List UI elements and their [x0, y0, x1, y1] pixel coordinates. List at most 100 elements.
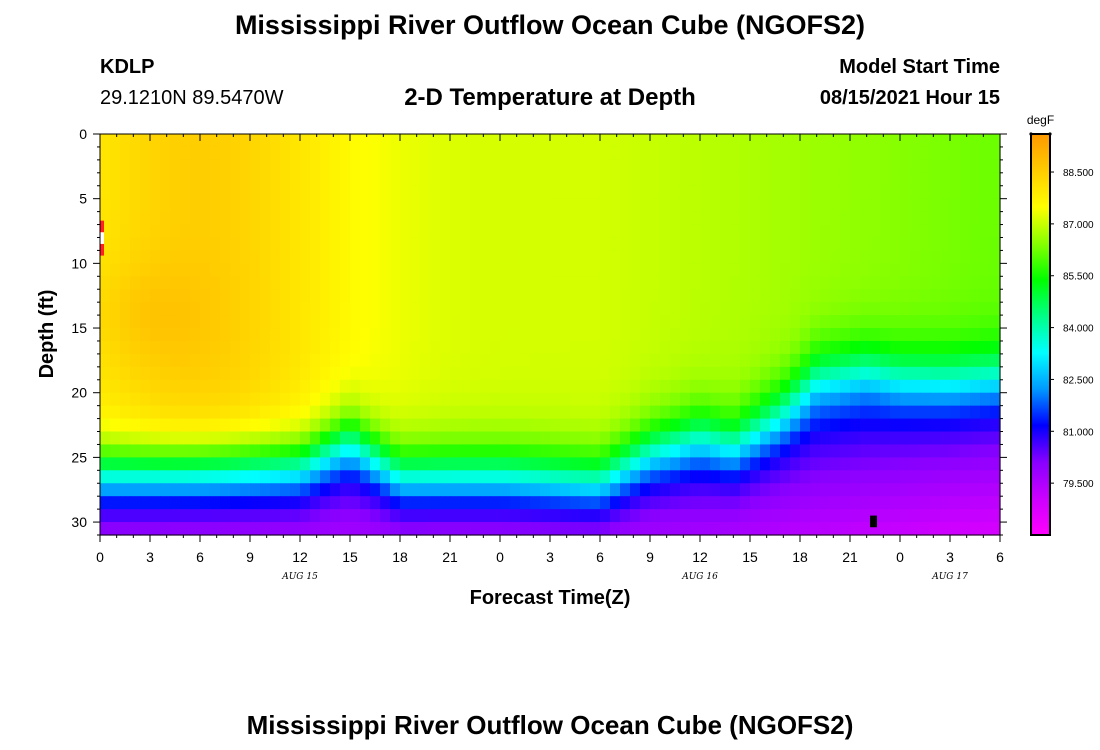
heatmap-cell [160, 172, 171, 187]
heatmap-cell [350, 328, 361, 342]
heatmap-cell [120, 379, 131, 394]
heatmap-cell [110, 328, 121, 342]
heatmap-cell [850, 263, 861, 277]
heatmap-cell [920, 146, 931, 161]
heatmap-cell [910, 328, 921, 342]
heatmap-cell [910, 431, 921, 446]
heatmap-cell [370, 302, 381, 316]
heatmap-cell [630, 457, 641, 471]
heatmap-cell [950, 522, 961, 536]
heatmap-cell [560, 340, 571, 355]
heatmap-cell [590, 315, 601, 329]
heatmap-cell [990, 444, 1001, 458]
heatmap-cell [910, 224, 921, 239]
heatmap-cell [640, 198, 651, 213]
heatmap-cell [560, 379, 571, 394]
heatmap-cell [990, 250, 1001, 264]
heatmap-cell [910, 353, 921, 368]
heatmap-cell [620, 315, 631, 329]
heatmap-cell [770, 276, 781, 290]
heatmap-cell [290, 418, 301, 433]
heatmap-cell [400, 250, 411, 264]
heatmap-cell [190, 159, 201, 174]
heatmap-cell [520, 276, 531, 290]
heatmap-cell [950, 366, 961, 381]
heatmap-cell [670, 496, 681, 510]
heatmap-cell [690, 172, 701, 187]
heatmap-cell [540, 340, 551, 355]
heatmap-cell [100, 431, 111, 446]
heatmap-cell [840, 457, 851, 471]
heatmap-cell [640, 522, 651, 536]
heatmap-cell [130, 509, 141, 523]
heatmap-cell [540, 289, 551, 303]
heatmap-cell [120, 250, 131, 264]
heatmap-cell [260, 496, 271, 510]
heatmap-cell [990, 263, 1001, 277]
heatmap-cell [360, 315, 371, 329]
heatmap-cell [370, 522, 381, 536]
heatmap-cell [760, 263, 771, 277]
heatmap-cell [720, 470, 731, 484]
heatmap-cell [490, 198, 501, 213]
heatmap-cell [480, 470, 491, 484]
heatmap-cell [720, 134, 731, 148]
heatmap-cell [330, 146, 341, 161]
heatmap-cell [700, 250, 711, 264]
heatmap-cell [870, 353, 881, 368]
heatmap-cell [590, 418, 601, 433]
heatmap-cell [460, 509, 471, 523]
heatmap-cell [140, 185, 151, 200]
x-tick-label: 12 [292, 549, 308, 565]
heatmap-cell [860, 418, 871, 433]
heatmap-cell [640, 328, 651, 342]
heatmap-cell [730, 276, 741, 290]
heatmap-cell [730, 470, 741, 484]
heatmap-cell [700, 496, 711, 510]
heatmap-cell [160, 237, 171, 252]
heatmap-cell [690, 353, 701, 368]
heatmap-cell [290, 328, 301, 342]
heatmap-cell [100, 185, 111, 200]
heatmap-cell [390, 276, 401, 290]
heatmap-cell [990, 276, 1001, 290]
heatmap-cell [220, 340, 231, 355]
heatmap-cell [770, 172, 781, 187]
heatmap-cell [140, 211, 151, 226]
heatmap-cell [370, 353, 381, 368]
heatmap-cell [870, 237, 881, 252]
heatmap-cell [450, 159, 461, 174]
heatmap-cell [880, 198, 891, 213]
heatmap-cell [170, 522, 181, 536]
heatmap-cell [240, 366, 251, 381]
heatmap-cell [690, 146, 701, 161]
heatmap-cell [300, 444, 311, 458]
heatmap-cell [530, 263, 541, 277]
heatmap-cell [220, 250, 231, 264]
heatmap-cell [450, 457, 461, 471]
heatmap-cell [340, 444, 351, 458]
heatmap-cell [360, 159, 371, 174]
heatmap-cell [430, 146, 441, 161]
heatmap-cell [770, 302, 781, 316]
heatmap-cell [460, 522, 471, 536]
heatmap-cell [320, 444, 331, 458]
heatmap-cell [850, 418, 861, 433]
heatmap-cell [190, 185, 201, 200]
heatmap-cell [400, 172, 411, 187]
heatmap-cell [440, 224, 451, 239]
heatmap-cell [930, 172, 941, 187]
heatmap-cell [350, 379, 361, 394]
heatmap-cell [770, 353, 781, 368]
heatmap-cell [790, 146, 801, 161]
heatmap-cell [680, 405, 691, 420]
heatmap-cell [710, 146, 721, 161]
heatmap-cell [490, 496, 501, 510]
heatmap-cell [800, 392, 811, 407]
heatmap-cell [660, 379, 671, 394]
heatmap-cell [970, 315, 981, 329]
heatmap-cell [210, 431, 221, 446]
heatmap-cell [930, 496, 941, 510]
heatmap-cell [910, 146, 921, 161]
heatmap-cell [470, 379, 481, 394]
